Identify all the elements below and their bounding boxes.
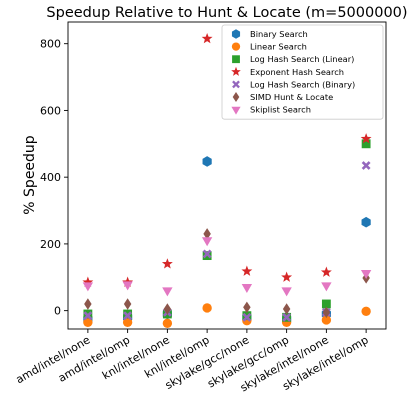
x-axis: amd/intel/noneamd/intel/ompknl/intel/non… — [14, 329, 371, 394]
plot-area-frame — [67, 21, 387, 330]
data-point — [82, 276, 94, 287]
series-hexagon — [83, 156, 371, 325]
y-axis-label: % Speedup — [22, 135, 38, 215]
y-tick-label: 200 — [40, 238, 61, 251]
data-point — [322, 306, 331, 319]
data-point — [360, 133, 372, 144]
data-point — [202, 156, 212, 167]
data-point — [162, 287, 173, 297]
legend-label: Log Hash Search (Binary) — [250, 79, 355, 89]
y-tick-label: 0 — [54, 305, 61, 318]
series-x — [83, 161, 371, 322]
legend-box — [221, 24, 384, 120]
data-point — [321, 299, 331, 309]
data-points — [82, 32, 372, 329]
data-point — [282, 312, 292, 322]
chart-title: Speedup Relative to Hunt & Locate (m=500… — [46, 5, 407, 21]
legend-marker — [232, 80, 240, 89]
legend-label: Log Hash Search (Linear) — [250, 54, 354, 64]
legend-marker — [232, 91, 240, 103]
data-point — [281, 271, 293, 282]
legend-marker — [231, 42, 241, 51]
data-point — [361, 306, 371, 316]
data-point — [202, 249, 212, 259]
data-point — [203, 228, 211, 240]
y-tick-label: 800 — [40, 38, 61, 51]
series-square — [83, 139, 371, 322]
data-point — [321, 282, 332, 292]
data-point — [361, 216, 371, 228]
data-point — [242, 312, 252, 322]
data-point — [202, 303, 212, 313]
data-point — [321, 315, 332, 325]
data-point — [82, 282, 94, 292]
y-axis: 0 200 400 600 800 — [40, 38, 68, 318]
data-point — [361, 139, 371, 149]
legend-marker — [231, 66, 241, 76]
data-point — [83, 311, 93, 321]
data-point — [123, 298, 132, 310]
data-point — [83, 317, 93, 328]
data-point — [361, 161, 371, 170]
data-point — [201, 237, 213, 247]
data-point — [162, 318, 173, 329]
series-triangle-down — [82, 237, 372, 297]
data-point — [122, 281, 133, 291]
data-point — [84, 298, 92, 310]
data-point — [360, 270, 372, 280]
data-point — [282, 303, 291, 315]
data-point — [243, 301, 251, 314]
legend-label: Linear Search — [250, 42, 307, 52]
legend-marker — [232, 55, 240, 64]
data-point — [161, 258, 173, 269]
data-point — [201, 32, 213, 44]
legend-label: Skiplist Search — [250, 105, 311, 115]
data-point — [163, 303, 172, 315]
legend-label: Exponent Hash Search — [250, 67, 344, 77]
y-tick-label: 400 — [40, 171, 61, 184]
data-point — [281, 287, 292, 297]
legend-marker — [231, 106, 241, 115]
data-point — [320, 266, 332, 277]
legend: Binary Search Linear Search Log Hash Searc… — [221, 24, 384, 120]
y-tick-label: 600 — [40, 104, 61, 117]
data-point — [241, 265, 253, 276]
legend-marker — [231, 29, 241, 39]
data-point — [123, 311, 133, 321]
data-point — [122, 317, 133, 328]
legend-label: SIMD Hunt & Locate — [250, 92, 333, 102]
legend-label: Binary Search — [250, 29, 308, 39]
data-point — [241, 284, 253, 294]
